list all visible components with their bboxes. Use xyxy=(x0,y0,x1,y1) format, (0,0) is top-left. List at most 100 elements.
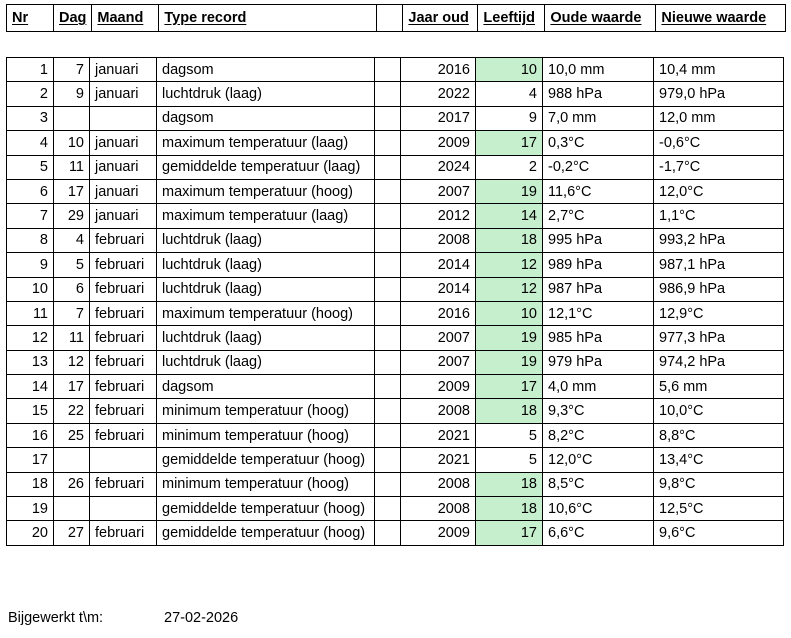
cell-spacer[interactable] xyxy=(374,496,401,522)
cell-jaar-oud[interactable]: 2009 xyxy=(400,520,476,546)
cell-nr[interactable]: 5 xyxy=(6,154,54,180)
cell-dag[interactable]: 27 xyxy=(53,520,90,546)
cell-maand[interactable]: januari xyxy=(89,81,157,107)
cell-maand[interactable]: februari xyxy=(89,227,157,254)
cell-nr[interactable]: 3 xyxy=(6,105,54,132)
cell-jaar-oud[interactable]: 2022 xyxy=(400,81,476,107)
cell-oude-waarde[interactable]: 10,6°C xyxy=(542,496,654,522)
cell-jaar-oud[interactable]: 2021 xyxy=(400,422,476,449)
cell-oude-waarde[interactable]: 0,3°C xyxy=(542,130,654,156)
cell-oude-waarde[interactable]: 11,6°C xyxy=(542,178,654,205)
cell-leeftijd[interactable]: 12 xyxy=(475,252,543,278)
cell-nieuwe-waarde[interactable]: 13,4°C xyxy=(653,447,784,473)
cell-spacer[interactable] xyxy=(374,252,401,278)
cell-type-record[interactable]: gemiddelde temperatuur (hoog) xyxy=(156,520,375,546)
header-cell-leeftijd[interactable]: Leeftijd xyxy=(477,4,546,32)
cell-nieuwe-waarde[interactable]: 12,5°C xyxy=(653,496,784,522)
cell-spacer[interactable] xyxy=(374,81,401,107)
cell-maand[interactable]: februari xyxy=(89,349,157,376)
cell-nr[interactable]: 11 xyxy=(6,300,54,327)
cell-oude-waarde[interactable]: 2,7°C xyxy=(542,203,654,229)
cell-dag[interactable]: 22 xyxy=(53,398,90,424)
cell-nr[interactable]: 17 xyxy=(6,447,54,473)
cell-oude-waarde[interactable]: -0,2°C xyxy=(542,154,654,180)
cell-spacer[interactable] xyxy=(374,154,401,180)
cell-nieuwe-waarde[interactable]: 8,8°C xyxy=(653,422,784,449)
cell-type-record[interactable]: maximum temperatuur (laag) xyxy=(156,130,375,156)
cell-oude-waarde[interactable]: 8,5°C xyxy=(542,471,654,498)
cell-dag[interactable]: 12 xyxy=(53,349,90,376)
cell-dag[interactable]: 17 xyxy=(53,178,90,205)
cell-dag[interactable]: 7 xyxy=(53,56,90,83)
cell-type-record[interactable]: minimum temperatuur (hoog) xyxy=(156,471,375,498)
cell-type-record[interactable]: luchtdruk (laag) xyxy=(156,325,375,351)
cell-type-record[interactable]: maximum temperatuur (hoog) xyxy=(156,300,375,327)
cell-spacer[interactable] xyxy=(374,398,401,424)
cell-type-record[interactable]: luchtdruk (laag) xyxy=(156,349,375,376)
cell-oude-waarde[interactable]: 979 hPa xyxy=(542,349,654,376)
cell-dag[interactable]: 11 xyxy=(53,325,90,351)
cell-type-record[interactable]: dagsom xyxy=(156,56,375,83)
cell-type-record[interactable]: luchtdruk (laag) xyxy=(156,252,375,278)
cell-nieuwe-waarde[interactable]: -1,7°C xyxy=(653,154,784,180)
header-cell-spacer[interactable] xyxy=(376,4,404,32)
cell-leeftijd[interactable]: 2 xyxy=(475,154,543,180)
header-cell-type-record[interactable]: Type record xyxy=(158,4,378,32)
cell-spacer[interactable] xyxy=(374,422,401,449)
cell-leeftijd[interactable]: 9 xyxy=(475,105,543,132)
cell-maand[interactable]: februari xyxy=(89,520,157,546)
cell-spacer[interactable] xyxy=(374,276,401,302)
cell-jaar-oud[interactable]: 2008 xyxy=(400,496,476,522)
cell-leeftijd[interactable]: 5 xyxy=(475,422,543,449)
header-cell-maand[interactable]: Maand xyxy=(91,4,160,32)
cell-nr[interactable]: 1 xyxy=(6,56,54,83)
cell-leeftijd[interactable]: 5 xyxy=(475,447,543,473)
cell-oude-waarde[interactable]: 4,0 mm xyxy=(542,374,654,400)
cell-nieuwe-waarde[interactable]: 5,6 mm xyxy=(653,374,784,400)
cell-oude-waarde[interactable]: 12,0°C xyxy=(542,447,654,473)
cell-dag[interactable]: 5 xyxy=(53,252,90,278)
cell-dag[interactable]: 7 xyxy=(53,300,90,327)
cell-nr[interactable]: 10 xyxy=(6,276,54,302)
cell-dag[interactable]: 4 xyxy=(53,227,90,254)
cell-jaar-oud[interactable]: 2024 xyxy=(400,154,476,180)
cell-type-record[interactable]: dagsom xyxy=(156,374,375,400)
cell-nieuwe-waarde[interactable]: 987,1 hPa xyxy=(653,252,784,278)
cell-jaar-oud[interactable]: 2016 xyxy=(400,300,476,327)
cell-jaar-oud[interactable]: 2008 xyxy=(400,398,476,424)
cell-jaar-oud[interactable]: 2014 xyxy=(400,252,476,278)
cell-leeftijd[interactable]: 10 xyxy=(475,56,543,83)
cell-leeftijd[interactable]: 14 xyxy=(475,203,543,229)
cell-spacer[interactable] xyxy=(374,349,401,376)
cell-dag[interactable]: 26 xyxy=(53,471,90,498)
cell-leeftijd[interactable]: 17 xyxy=(475,374,543,400)
cell-leeftijd[interactable]: 10 xyxy=(475,300,543,327)
cell-nieuwe-waarde[interactable]: 10,0°C xyxy=(653,398,784,424)
cell-nieuwe-waarde[interactable]: 986,9 hPa xyxy=(653,276,784,302)
cell-maand[interactable]: februari xyxy=(89,422,157,449)
cell-spacer[interactable] xyxy=(374,56,401,83)
cell-leeftijd[interactable]: 19 xyxy=(475,325,543,351)
cell-dag[interactable] xyxy=(53,447,90,473)
cell-leeftijd[interactable]: 4 xyxy=(475,81,543,107)
updated-until-date[interactable]: 27-02-2026 xyxy=(164,610,239,626)
cell-maand[interactable]: februari xyxy=(89,300,157,327)
cell-dag[interactable] xyxy=(53,105,90,132)
cell-oude-waarde[interactable]: 7,0 mm xyxy=(542,105,654,132)
cell-jaar-oud[interactable]: 2007 xyxy=(400,349,476,376)
cell-maand[interactable]: februari xyxy=(89,398,157,424)
cell-jaar-oud[interactable]: 2009 xyxy=(400,130,476,156)
cell-nr[interactable]: 19 xyxy=(6,496,54,522)
cell-spacer[interactable] xyxy=(374,300,401,327)
cell-nieuwe-waarde[interactable]: 977,3 hPa xyxy=(653,325,784,351)
cell-dag[interactable]: 17 xyxy=(53,374,90,400)
cell-dag[interactable]: 6 xyxy=(53,276,90,302)
cell-nieuwe-waarde[interactable]: 12,0 mm xyxy=(653,105,784,132)
cell-oude-waarde[interactable]: 12,1°C xyxy=(542,300,654,327)
cell-oude-waarde[interactable]: 10,0 mm xyxy=(542,56,654,83)
cell-jaar-oud[interactable]: 2016 xyxy=(400,56,476,83)
cell-jaar-oud[interactable]: 2012 xyxy=(400,203,476,229)
cell-type-record[interactable]: minimum temperatuur (hoog) xyxy=(156,398,375,424)
header-cell-jaar-oud[interactable]: Jaar oud xyxy=(402,4,479,32)
cell-oude-waarde[interactable]: 8,2°C xyxy=(542,422,654,449)
